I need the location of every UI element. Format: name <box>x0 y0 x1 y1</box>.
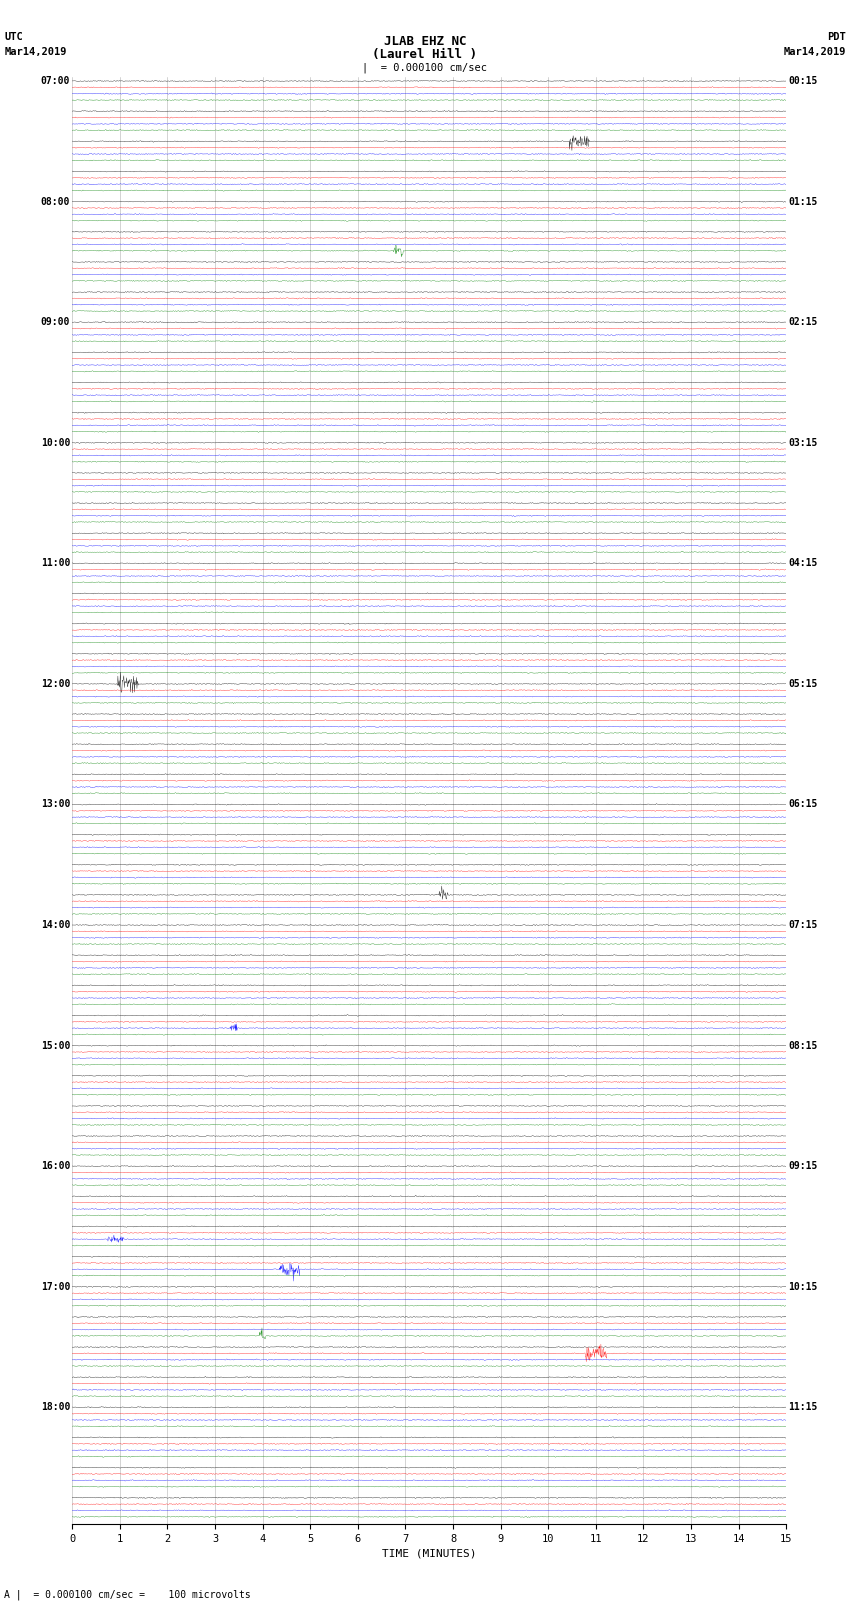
Text: 07:15: 07:15 <box>789 919 818 931</box>
Text: 14:00: 14:00 <box>41 919 70 931</box>
Text: 08:15: 08:15 <box>789 1040 818 1050</box>
Text: 04:15: 04:15 <box>789 558 818 568</box>
Text: 11:15: 11:15 <box>789 1402 818 1413</box>
Text: 08:00: 08:00 <box>41 197 70 206</box>
Text: 00:15: 00:15 <box>789 76 818 85</box>
Text: 10:15: 10:15 <box>789 1282 818 1292</box>
Text: 10:00: 10:00 <box>41 437 70 448</box>
Text: |  = 0.000100 cm/sec: | = 0.000100 cm/sec <box>362 63 488 74</box>
Text: (Laurel Hill ): (Laurel Hill ) <box>372 48 478 61</box>
Text: 17:00: 17:00 <box>41 1282 70 1292</box>
Text: 05:15: 05:15 <box>789 679 818 689</box>
Text: 03:15: 03:15 <box>789 437 818 448</box>
Text: 06:15: 06:15 <box>789 800 818 810</box>
Text: Mar14,2019: Mar14,2019 <box>4 47 67 56</box>
Text: A |  = 0.000100 cm/sec =    100 microvolts: A | = 0.000100 cm/sec = 100 microvolts <box>4 1589 251 1600</box>
Text: 09:15: 09:15 <box>789 1161 818 1171</box>
Text: 15:00: 15:00 <box>41 1040 70 1050</box>
Text: Mar14,2019: Mar14,2019 <box>783 47 846 56</box>
Text: 13:00: 13:00 <box>41 800 70 810</box>
Text: 11:00: 11:00 <box>41 558 70 568</box>
Text: PDT: PDT <box>827 32 846 42</box>
X-axis label: TIME (MINUTES): TIME (MINUTES) <box>382 1548 477 1558</box>
Text: 12:00: 12:00 <box>41 679 70 689</box>
Text: 02:15: 02:15 <box>789 318 818 327</box>
Text: 01:15: 01:15 <box>789 197 818 206</box>
Text: 09:00: 09:00 <box>41 318 70 327</box>
Text: 16:00: 16:00 <box>41 1161 70 1171</box>
Text: 07:00: 07:00 <box>41 76 70 85</box>
Text: JLAB EHZ NC: JLAB EHZ NC <box>383 35 467 48</box>
Text: 18:00: 18:00 <box>41 1402 70 1413</box>
Text: UTC: UTC <box>4 32 23 42</box>
